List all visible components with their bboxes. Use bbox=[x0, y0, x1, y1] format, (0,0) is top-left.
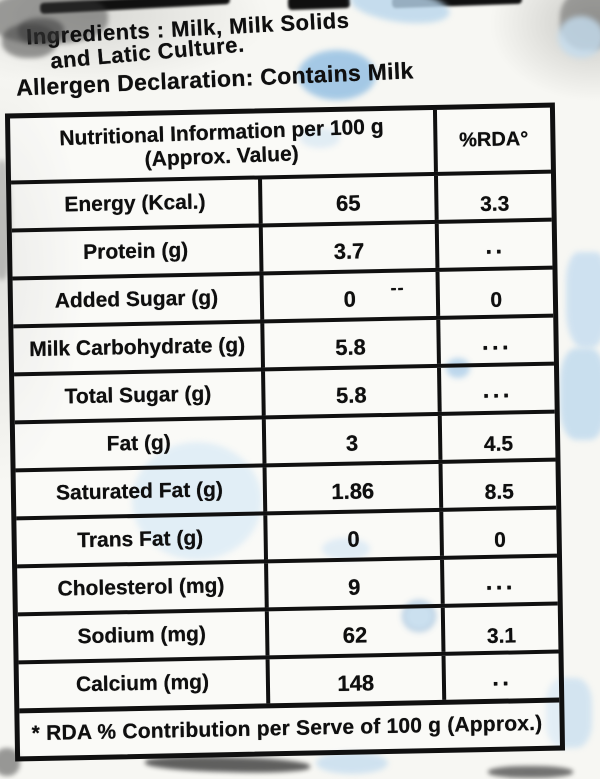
header-rda-cell: %RDA° bbox=[437, 108, 551, 172]
nutrient-label: Protein (g) bbox=[83, 238, 189, 265]
rda-value-cell: ·· bbox=[445, 654, 559, 700]
nutrient-value-cell: 148 bbox=[269, 655, 446, 704]
nutrient-value: 5.8 bbox=[335, 382, 367, 408]
blue-stain bbox=[560, 348, 600, 440]
header-main-cell: Nutritional Information per 100 g (Appro… bbox=[10, 109, 438, 181]
rda-value: 4.5 bbox=[483, 432, 514, 457]
rda-value: ·· bbox=[485, 238, 506, 266]
nutrient-value-cell: 5.8 bbox=[264, 319, 441, 368]
cutoff-print-fragment bbox=[391, 0, 523, 9]
blue-stain bbox=[566, 252, 600, 348]
nutrient-value-cell: 3 bbox=[265, 415, 443, 464]
rda-value: ·· bbox=[492, 670, 513, 698]
nutrient-value: 0 bbox=[343, 286, 357, 312]
nutrient-label: Sodium (mg) bbox=[77, 622, 207, 649]
nutrient-value-cell: 0 -- bbox=[263, 271, 440, 320]
rda-value-cell: ·· bbox=[438, 222, 552, 268]
table-header: Nutritional Information per 100 g (Appro… bbox=[10, 108, 551, 181]
blue-stain bbox=[558, 16, 600, 58]
nutrient-label-cell: Trans Fat (g) bbox=[16, 515, 269, 565]
rda-value-cell: 4.5 bbox=[441, 414, 555, 460]
blue-stain bbox=[348, 0, 452, 29]
nutrient-value-cell: 9 bbox=[268, 559, 445, 608]
blue-stain bbox=[316, 752, 388, 774]
nutrient-label: Energy (Kcal.) bbox=[64, 190, 206, 217]
rda-value: 0 bbox=[493, 528, 507, 552]
rda-value-cell: 3.1 bbox=[444, 606, 558, 652]
nutrient-label: Milk Carbohydrate (g) bbox=[29, 333, 246, 362]
nutrition-table: Nutritional Information per 100 g (Appro… bbox=[4, 102, 566, 762]
nutrient-value: 62 bbox=[342, 622, 368, 648]
nutrient-label-cell: Energy (Kcal.) bbox=[11, 179, 263, 229]
nutrient-value: 5.8 bbox=[335, 334, 367, 360]
nutrient-label: Trans Fat (g) bbox=[77, 526, 204, 553]
nutrient-value: 148 bbox=[337, 670, 375, 696]
nutrient-value-cell: 3.7 bbox=[262, 223, 440, 272]
header-rda-label: %RDA° bbox=[458, 127, 529, 151]
rda-value-cell: ··· bbox=[441, 366, 555, 412]
nutrient-value: 0 bbox=[347, 526, 360, 552]
rda-value-cell: ··· bbox=[444, 558, 558, 604]
rda-value-cell: ··· bbox=[440, 318, 554, 364]
cutoff-print-fragment bbox=[39, 0, 231, 14]
rda-value-cell: 8.5 bbox=[442, 462, 556, 508]
nutrient-label-cell: Milk Carbohydrate (g) bbox=[13, 323, 266, 373]
nutrient-value-cell: 1.86 bbox=[266, 463, 443, 512]
nutrient-value: 9 bbox=[347, 574, 361, 600]
nutrient-label: Cholesterol (mg) bbox=[57, 574, 225, 601]
nutrient-label-cell: Added Sugar (g) bbox=[12, 275, 265, 325]
nutrient-label-cell: Cholesterol (mg) bbox=[17, 563, 269, 613]
nutrient-value-cell: 65 bbox=[262, 175, 439, 224]
nutrient-label: Fat (g) bbox=[106, 431, 171, 456]
nutrient-value-cell: 0 bbox=[267, 511, 444, 560]
nutrient-label: Saturated Fat (g) bbox=[55, 478, 224, 505]
rda-value: 3.3 bbox=[479, 192, 510, 217]
print-artifact-dashes: -- bbox=[390, 277, 405, 298]
rda-value: ··· bbox=[481, 334, 513, 363]
table-body: Energy (Kcal.) 65 3.3 Protein (g) 3.7 ·· Added… bbox=[11, 169, 560, 709]
nutrient-value: 1.86 bbox=[331, 478, 375, 505]
nutrient-value: 65 bbox=[335, 190, 361, 216]
nutrient-value-cell: 62 bbox=[268, 607, 446, 656]
nutrient-value: 3.7 bbox=[333, 238, 365, 264]
nutrient-label-cell: Sodium (mg) bbox=[17, 611, 270, 661]
rda-value: 8.5 bbox=[484, 480, 515, 505]
rda-value: 0 bbox=[490, 288, 503, 312]
nutrient-label-cell: Calcium (mg) bbox=[18, 659, 271, 709]
rda-value: ··· bbox=[482, 382, 513, 411]
nutrient-label: Calcium (mg) bbox=[75, 670, 210, 697]
rda-value: ··· bbox=[485, 574, 516, 602]
nutrient-label-cell: Protein (g) bbox=[11, 227, 264, 277]
header-title-line2: (Approx. Value) bbox=[144, 142, 300, 172]
nutrient-label-cell: Total Sugar (g) bbox=[14, 371, 266, 421]
rda-value-cell: 0 bbox=[439, 270, 553, 316]
gray-smudge bbox=[488, 766, 573, 778]
rda-value-cell: 0 bbox=[443, 510, 557, 556]
rda-value: 3.1 bbox=[486, 624, 517, 648]
nutrient-value-cell: 5.8 bbox=[265, 367, 442, 416]
gray-smudge bbox=[560, 0, 600, 50]
nutrient-label: Added Sugar (g) bbox=[54, 286, 219, 313]
nutrient-label: Total Sugar (g) bbox=[64, 382, 212, 409]
rda-value-cell: 3.3 bbox=[438, 174, 552, 220]
nutrient-value: 3 bbox=[345, 430, 359, 456]
nutrient-label-cell: Saturated Fat (g) bbox=[15, 467, 268, 517]
nutrient-label-cell: Fat (g) bbox=[14, 419, 267, 469]
